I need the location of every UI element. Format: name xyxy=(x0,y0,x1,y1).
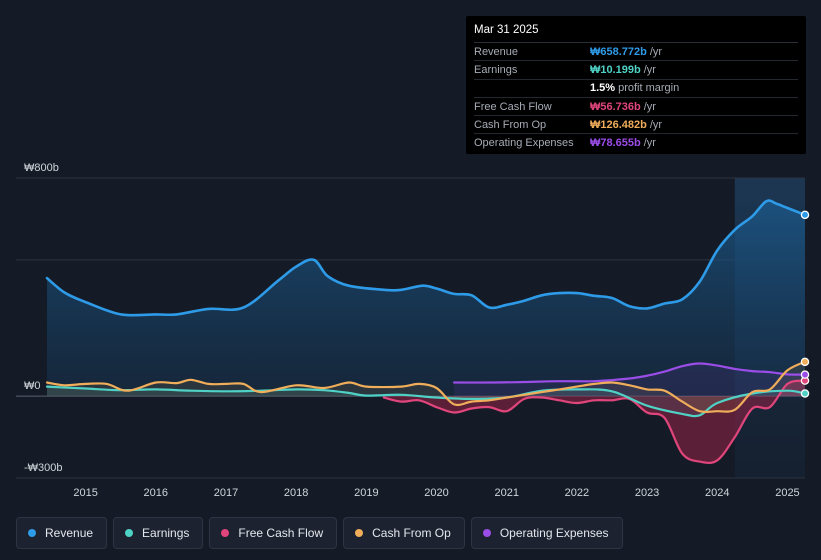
y-axis-ticks: ₩800b ₩0 -₩300b xyxy=(24,162,63,474)
legend-item-free-cash-flow[interactable]: Free Cash Flow xyxy=(209,517,338,549)
area-cash-from-op xyxy=(47,361,805,412)
end-marker-revenue xyxy=(800,210,810,220)
legend-dot-icon xyxy=(28,529,36,537)
tooltip-row-cash-from-op: Cash From Op ₩126.482b /yr xyxy=(474,116,798,135)
tooltip-unit: /yr xyxy=(649,118,663,131)
line-revenue xyxy=(45,199,807,317)
x-tick-label: 2021 xyxy=(494,487,518,499)
tooltip-value: ₩78.655b xyxy=(590,137,641,150)
legend-item-cash-from-op[interactable]: Cash From Op xyxy=(343,517,465,549)
y-tick-label: ₩800b xyxy=(24,162,59,174)
line-earnings xyxy=(45,385,807,418)
series-end-markers xyxy=(800,210,810,398)
end-marker-cash-from-op xyxy=(800,357,810,367)
legend-dot-icon xyxy=(221,529,230,537)
area-revenue xyxy=(47,200,805,397)
legend-item-operating-expenses[interactable]: Operating Expenses xyxy=(470,517,623,549)
tooltip-value: 1.5% xyxy=(590,82,616,95)
legend-label: Earnings xyxy=(142,526,190,540)
x-tick-label: 2025 xyxy=(775,487,799,499)
tooltip-row-revenue: Revenue ₩658.772b /yr xyxy=(474,43,798,62)
tooltip-value: ₩126.482b xyxy=(590,118,647,131)
tooltip-row-free-cash-flow: Free Cash Flow ₩56.736b /yr xyxy=(474,98,798,117)
end-marker-operating-expenses xyxy=(800,370,810,379)
legend-label: Revenue xyxy=(45,526,94,540)
tooltip-value: ₩658.772b xyxy=(590,45,647,58)
tooltip-unit: profit margin xyxy=(618,82,680,95)
tooltip-label: Cash From Op xyxy=(474,118,547,131)
y-tick-label: ₩0 xyxy=(24,380,41,392)
tooltip-value: ₩56.736b xyxy=(590,100,641,113)
line-operating-expenses xyxy=(453,362,807,384)
legend-item-revenue[interactable]: Revenue xyxy=(16,517,108,549)
tooltip-value: ₩10.199b xyxy=(590,63,641,76)
x-tick-label: 2024 xyxy=(705,487,729,499)
tooltip-label: Earnings xyxy=(474,63,518,76)
tooltip-unit: /yr xyxy=(643,100,656,113)
tooltip-label: Revenue xyxy=(474,45,519,58)
series-areas xyxy=(47,200,805,463)
area-operating-expenses xyxy=(454,363,805,397)
legend-dot-icon xyxy=(125,529,134,537)
tooltip-label: Free Cash Flow xyxy=(474,100,552,113)
x-tick-label: 2019 xyxy=(354,487,378,499)
x-tick-label: 2022 xyxy=(565,487,589,499)
legend-label: Cash From Op xyxy=(372,526,451,540)
line-free-cash-flow xyxy=(382,379,807,465)
area-earnings xyxy=(47,386,805,417)
tooltip-row-earnings: Earnings ₩10.199b /yr xyxy=(474,61,798,80)
legend-item-earnings[interactable]: Earnings xyxy=(113,517,204,549)
x-tick-label: 2016 xyxy=(144,487,168,499)
y-tick-label: -₩300b xyxy=(24,462,63,474)
legend-dot-icon xyxy=(355,529,364,537)
x-tick-label: 2015 xyxy=(73,487,97,499)
x-tick-label: 2017 xyxy=(214,487,238,499)
tooltip-unit: /yr xyxy=(649,45,663,58)
end-marker-earnings xyxy=(800,389,810,398)
x-tick-label: 2020 xyxy=(424,487,448,499)
tooltip-unit: /yr xyxy=(643,63,656,76)
legend-label: Operating Expenses xyxy=(499,526,609,540)
x-tick-label: 2023 xyxy=(635,487,659,499)
line-cash-from-op xyxy=(45,360,807,414)
tooltip-date: Mar 31 2025 xyxy=(474,24,798,43)
tooltip-panel: Mar 31 2025 Revenue ₩658.772b /yr Earnin… xyxy=(466,16,806,154)
series-lines xyxy=(45,199,807,465)
tooltip-row-operating-expenses: Operating Expenses ₩78.655b /yr xyxy=(474,134,798,151)
tooltip-label: Operating Expenses xyxy=(474,137,574,150)
legend-label: Free Cash Flow xyxy=(238,526,324,540)
chart-legend: Revenue Earnings Free Cash Flow Cash Fro… xyxy=(16,517,623,549)
x-axis-ticks: 2015 2016 2017 2018 2019 2020 2021 2022 2023 2024… xyxy=(73,487,799,499)
tooltip-unit: /yr xyxy=(643,137,656,150)
x-tick-label: 2018 xyxy=(284,487,308,499)
legend-dot-icon xyxy=(482,529,491,537)
tooltip-row-profit-margin: 1.5% profit margin xyxy=(474,80,798,98)
